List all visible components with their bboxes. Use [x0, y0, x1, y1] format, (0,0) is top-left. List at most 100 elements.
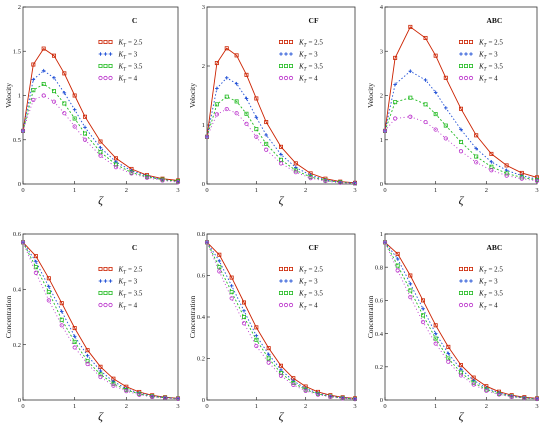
data-point: [420, 313, 425, 318]
data-point: [458, 40, 463, 45]
data-point: [52, 76, 56, 80]
data-point: [204, 240, 210, 245]
x-axis-label: ζ: [459, 409, 465, 423]
data-point: [519, 176, 524, 181]
legend-value: = 4: [308, 302, 318, 310]
data-point: [124, 389, 129, 394]
legend-value: = 3.5: [488, 290, 503, 298]
data-point: [266, 360, 271, 365]
y-tick-label: 0.6: [13, 231, 22, 238]
y-tick-label: 3: [380, 48, 383, 55]
data-point: [34, 259, 38, 264]
legend-symbol: K: [298, 278, 304, 286]
data-point: [433, 53, 438, 58]
data-point: [393, 116, 398, 121]
data-point: [468, 75, 474, 81]
series-line: [206, 96, 356, 184]
data-point: [46, 298, 51, 303]
data-point: [458, 266, 463, 271]
legend-value: = 2.5: [488, 266, 503, 274]
data-point: [433, 341, 438, 346]
legend-subscript: T: [304, 68, 308, 73]
legend-subscript: T: [304, 283, 308, 288]
legend-value: = 2.5: [308, 39, 323, 47]
series-line: [22, 70, 179, 182]
data-point: [31, 77, 36, 82]
series-line: [384, 242, 538, 400]
data-point: [264, 133, 268, 137]
data-point: [469, 52, 473, 56]
data-point: [504, 171, 509, 176]
data-point: [214, 102, 219, 107]
legend-value: = 4: [488, 75, 498, 83]
data-point: [52, 89, 57, 94]
series-line: [206, 242, 356, 400]
data-point: [509, 394, 514, 399]
data-point: [382, 128, 388, 133]
data-point: [160, 178, 165, 183]
data-point: [229, 284, 234, 288]
data-point: [229, 296, 234, 301]
legend-entry: KT = 2.5: [118, 266, 143, 276]
data-point: [20, 128, 26, 133]
legend-value: = 3.5: [308, 63, 323, 71]
legend-entry: KT = 4: [298, 75, 318, 85]
data-point: [471, 382, 476, 387]
legend-value: = 3.5: [128, 63, 143, 71]
data-point: [98, 145, 103, 150]
data-point: [408, 273, 413, 278]
data-point: [289, 279, 293, 283]
x-tick-label: 0: [205, 403, 208, 410]
series-line: [206, 47, 356, 184]
legend-value: = 3: [128, 278, 138, 286]
data-point: [446, 359, 451, 364]
data-point: [283, 290, 288, 295]
data-point: [224, 94, 229, 99]
legend-symbol: K: [298, 302, 304, 310]
data-point: [244, 96, 249, 101]
data-point: [459, 279, 463, 283]
data-point: [279, 152, 283, 157]
legend-subscript: T: [484, 44, 488, 49]
legend-subscript: T: [304, 295, 308, 300]
data-point: [291, 379, 296, 383]
data-point: [108, 64, 113, 69]
y-tick-label: 0: [18, 397, 21, 404]
legend-symbol: K: [478, 63, 484, 71]
x-tick-label: 0: [21, 187, 24, 194]
data-point: [458, 106, 463, 111]
data-point: [443, 75, 448, 80]
data-point: [474, 160, 479, 165]
series-line: [384, 26, 538, 178]
series-line: [384, 97, 538, 181]
legend-entry: KT = 4: [478, 75, 498, 85]
legend-value: = 2.5: [128, 266, 143, 274]
data-point: [458, 75, 464, 81]
data-point: [443, 123, 448, 128]
data-point: [98, 369, 103, 373]
legend-entry: KT = 4: [118, 302, 138, 312]
data-point: [244, 111, 249, 116]
data-point: [103, 279, 108, 283]
legend-symbol: K: [478, 266, 484, 274]
data-point: [234, 111, 239, 116]
data-point: [254, 134, 259, 139]
data-point: [254, 115, 259, 120]
data-point: [433, 336, 438, 341]
legend-entry: KT = 3.5: [118, 63, 143, 73]
x-axis-label: ζ: [459, 193, 465, 207]
data-point: [215, 86, 219, 91]
data-point: [217, 259, 222, 263]
data-point: [458, 149, 464, 154]
data-point: [433, 323, 438, 328]
data-point: [489, 151, 494, 156]
data-point: [41, 68, 46, 73]
data-point: [283, 266, 288, 271]
data-point: [484, 388, 489, 393]
legend-subscript: T: [123, 56, 127, 61]
data-point: [241, 314, 246, 319]
data-point: [108, 290, 113, 295]
data-point: [98, 290, 103, 295]
